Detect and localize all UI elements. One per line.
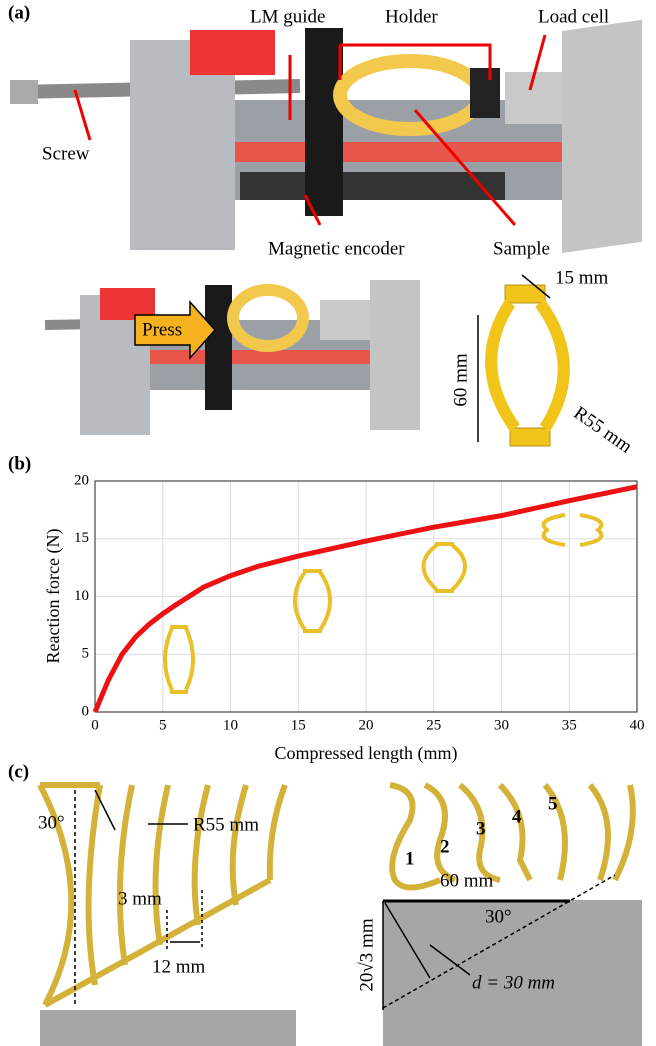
diagram-label: 20√3 mm [356,918,377,991]
y-tick-label: 20 [74,472,89,488]
x-tick-label: 30 [494,717,509,733]
diagram-label: 3 [476,818,486,839]
x-axis-label: Compressed length (mm) [275,743,458,764]
photo-top [10,20,642,253]
x-tick-label: 0 [91,717,99,733]
photo-label: Magnetic encoder [268,238,405,259]
photo-label: LM guide [250,6,325,27]
x-tick-label: 5 [159,717,167,733]
x-tick-label: 15 [291,717,306,733]
diagram-label: 3 mm [118,888,162,909]
diagram-label: 30° [38,812,65,833]
photo-label: Press [142,319,182,340]
x-tick-label: 40 [630,717,645,733]
y-tick-label: 15 [74,530,89,546]
sample-3d [478,275,564,446]
x-tick-label: 20 [359,717,374,733]
photo-label: 15 mm [555,267,609,288]
diagram-label: 1 [405,848,415,869]
panel-label: (b) [8,453,31,474]
diagram-label: 30° [485,906,512,927]
diagram-label: R55 mm [193,814,259,835]
diagram-label: 60 mm [440,870,494,891]
photo-label: Holder [385,6,438,27]
y-axis-label: Reaction force (N) [43,529,64,664]
diagram-label: 2 [440,836,450,857]
y-tick-label: 10 [74,588,89,604]
x-tick-label: 10 [223,717,238,733]
photo-label: 60 mm [450,353,471,407]
diagram-label: 4 [512,806,522,827]
y-tick-label: 5 [82,646,90,662]
photo-label: Screw [42,143,90,164]
diagram-label: d = 30 mm [472,972,555,993]
photo-label: R55 mm [570,402,636,457]
panel-label: (a) [8,2,30,23]
diagram-label: 5 [548,793,558,814]
x-tick-label: 25 [426,717,441,733]
diagram-label: 12 mm [152,956,206,977]
figure: (a) LM guide Holder Load cell Screw Magn… [0,0,656,1046]
photo-label: Load cell [538,6,609,27]
photo-bottom [45,280,420,435]
photo-label: Sample [493,238,550,259]
y-tick-label: 0 [82,703,90,719]
panel-label: (c) [8,761,29,782]
x-tick-label: 35 [562,717,577,733]
